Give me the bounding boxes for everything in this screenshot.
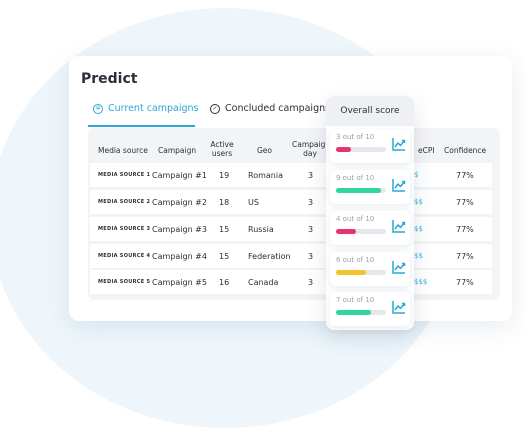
trend-chart-icon[interactable] <box>392 178 406 192</box>
campaign-day-cell: 3 <box>308 171 314 180</box>
confidence-cell: 77% <box>456 225 474 234</box>
score-card[interactable]: 9 out of 10 <box>330 170 410 204</box>
campaign-cell: Campaign #4 <box>152 252 207 261</box>
campaign-cell: Campaign #3 <box>152 225 207 234</box>
campaign-day-cell: 3 <box>308 198 314 207</box>
ecpi-cell: $$ <box>414 225 423 233</box>
header-confidence[interactable]: Confidence <box>444 146 487 155</box>
campaign-cell: Campaign #1 <box>152 171 207 180</box>
score-card[interactable]: 4 out of 10 <box>330 211 410 245</box>
ecpi-cell: $$$ <box>414 278 428 286</box>
overall-score-header[interactable]: Overall score <box>326 96 414 126</box>
header-campaign-day-line2: day <box>303 149 317 158</box>
score-text: 9 out of 10 <box>336 174 375 182</box>
ecpi-cell: $$ <box>414 198 423 206</box>
active-users-cell: 15 <box>219 252 230 261</box>
score-bar <box>336 310 386 315</box>
confidence-cell: 77% <box>456 252 474 261</box>
page-title: Predict <box>81 71 138 87</box>
trend-chart-icon[interactable] <box>392 137 406 151</box>
header-campaign-day[interactable]: Campaign day <box>292 140 331 158</box>
check-circle-icon: ✓ <box>210 103 220 114</box>
header-active-users-line1: Active <box>210 140 234 149</box>
active-users-cell: 16 <box>219 278 230 287</box>
header-campaign-day-line1: Campaign <box>292 140 331 149</box>
header-active-users[interactable]: Active users <box>208 140 236 158</box>
active-tab-indicator <box>88 125 195 127</box>
header-campaign[interactable]: Campaign <box>158 146 197 155</box>
tab-label: Current campaigns <box>108 103 199 114</box>
media-source-cell: MEDIA SOURCE 5 <box>98 279 151 285</box>
score-text: 6 out of 10 <box>336 256 375 264</box>
score-bar <box>336 188 386 193</box>
campaign-day-cell: 3 <box>308 278 314 287</box>
confidence-cell: 77% <box>456 171 474 180</box>
geo-cell: Federation <box>248 252 291 261</box>
campaign-cell: Campaign #2 <box>152 198 207 207</box>
header-geo[interactable]: Geo <box>257 146 273 155</box>
geo-cell: US <box>248 198 259 207</box>
score-bar-fill <box>336 229 356 234</box>
table-row[interactable]: MEDIA SOURCE 3 Campaign #3 15 Russia 3 $$ 77% <box>90 217 492 241</box>
ecpi-cell: $ <box>414 171 419 179</box>
geo-cell: Canada <box>248 278 279 287</box>
score-bar-fill <box>336 270 366 275</box>
campaign-day-cell: 3 <box>308 252 314 261</box>
media-source-cell: MEDIA SOURCE 2 <box>98 199 151 205</box>
score-bar <box>336 147 386 152</box>
score-card[interactable]: 6 out of 10 <box>330 252 410 286</box>
score-bar-fill <box>336 310 371 315</box>
confidence-cell: 77% <box>456 278 474 287</box>
header-ecpi[interactable]: eCPI <box>418 146 435 155</box>
trend-chart-icon[interactable] <box>392 260 406 274</box>
confidence-cell: 77% <box>456 198 474 207</box>
score-bar <box>336 270 386 275</box>
active-users-cell: 15 <box>219 225 230 234</box>
media-source-cell: MEDIA SOURCE 3 <box>98 226 151 232</box>
active-users-cell: 18 <box>219 198 230 207</box>
score-text: 4 out of 10 <box>336 215 375 223</box>
overall-score-panel: Overall score 3 out of 10 9 out of 10 4 ou… <box>326 96 414 330</box>
trend-chart-icon[interactable] <box>392 219 406 233</box>
ecpi-cell: $$ <box>414 252 423 260</box>
score-text: 7 out of 10 <box>336 296 375 304</box>
table-row[interactable]: MEDIA SOURCE 1 Campaign #1 19 Romania 3 $77% <box>90 163 492 187</box>
table-row[interactable]: MEDIA SOURCE 5 Campaign #5 16 Canada 3 $$$ 77% <box>90 270 492 294</box>
tab-concluded-campaigns[interactable]: ✓ Concluded campaigns <box>210 103 330 114</box>
tab-label: Concluded campaigns <box>225 103 331 114</box>
campaign-cell: Campaign #5 <box>152 278 207 287</box>
score-card[interactable]: 3 out of 10 <box>330 129 410 163</box>
score-card[interactable]: 7 out of 10 <box>330 292 410 326</box>
media-source-cell: MEDIA SOURCE 1 <box>98 172 151 178</box>
table-row[interactable]: MEDIA SOURCE 2 Campaign #2 18 US 3 $$ 77% <box>90 190 492 214</box>
score-text: 3 out of 10 <box>336 133 375 141</box>
score-bar-fill <box>336 188 381 193</box>
tab-current-campaigns[interactable]: ✲ Current campaigns <box>93 103 199 114</box>
campaign-day-cell: 3 <box>308 225 314 234</box>
media-source-cell: MEDIA SOURCE 4 <box>98 253 151 259</box>
score-bar <box>336 229 386 234</box>
header-active-users-line2: users <box>211 149 233 158</box>
header-media-source[interactable]: Media source <box>98 146 148 155</box>
geo-cell: Russia <box>248 225 274 234</box>
trend-chart-icon[interactable] <box>392 300 406 314</box>
score-bar-fill <box>336 147 351 152</box>
active-users-cell: 19 <box>219 171 230 180</box>
gear-icon: ✲ <box>93 103 103 114</box>
geo-cell: Romania <box>248 171 283 180</box>
table-row[interactable]: MEDIA SOURCE 4 Campaign #4 15 Federation 3 $$… <box>90 244 492 268</box>
